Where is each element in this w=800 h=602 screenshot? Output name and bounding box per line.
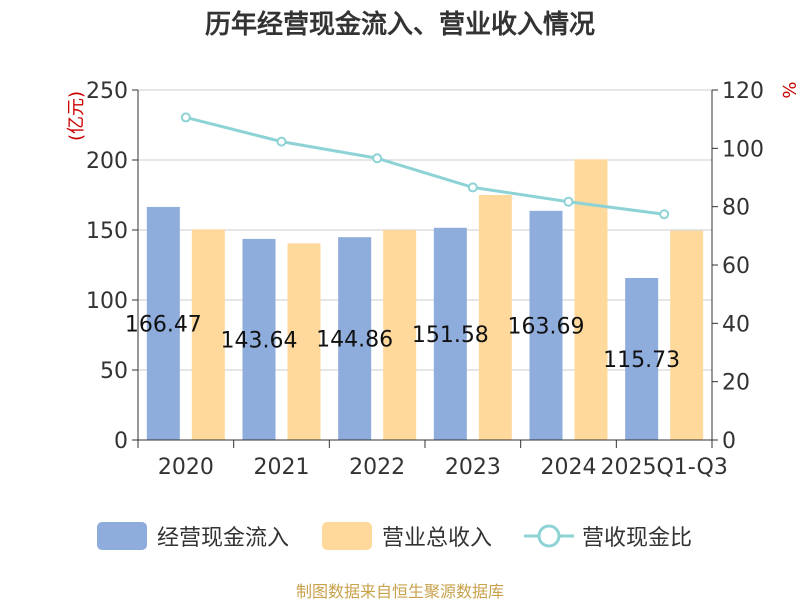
ratio-point <box>563 196 574 207</box>
data-label-cash-inflow: 151.58 <box>412 323 489 348</box>
bar-cash-inflow <box>146 206 180 440</box>
legend-swatch-revenue <box>322 522 372 550</box>
ratio-point <box>180 112 191 123</box>
y-right-tick-label: 120 <box>722 79 764 104</box>
legend-swatch-cash-inflow <box>97 522 147 550</box>
bar-cash-inflow <box>242 238 276 440</box>
bar-revenue <box>670 230 704 440</box>
legend-label-revenue: 营业总收入 <box>382 526 493 551</box>
axes: 0 50 100 150 200 250 0 20 40 60 80 100 120 2020 2021 20… <box>86 79 764 480</box>
legend-item-cash-inflow[interactable]: 经营现金流入 <box>97 516 289 556</box>
ratio-point <box>372 153 383 164</box>
bar-cash-inflow <box>625 277 659 440</box>
x-tick-label: 2021 <box>254 455 310 480</box>
chart-title: 历年经营现金流入、营业收入情况 <box>204 10 595 40</box>
y-axis-left-label: (亿元) <box>66 91 87 141</box>
data-label-cash-inflow: 144.86 <box>316 328 393 353</box>
x-tick-label: 2023 <box>445 455 501 480</box>
ratio-point <box>659 209 670 220</box>
x-tick-label: 2025Q1-Q3 <box>600 455 727 480</box>
data-label-cash-inflow: 163.69 <box>508 314 585 339</box>
ratio-point <box>467 182 478 193</box>
y-right-tick-label: 60 <box>722 254 750 279</box>
ratio-point <box>276 136 287 147</box>
y-left-tick-label: 100 <box>86 289 128 314</box>
legend-label-ratio: 营收现金比 <box>582 526 693 551</box>
legend-item-ratio[interactable]: 营收现金比 <box>524 516 692 556</box>
data-label-cash-inflow: 115.73 <box>603 348 680 373</box>
y-left-tick-label: 50 <box>100 359 128 384</box>
bar-cash-inflow <box>433 227 467 440</box>
grid-lines <box>138 89 712 371</box>
data-label-cash-inflow: 143.64 <box>221 328 298 353</box>
x-tick-label: 2022 <box>349 455 405 480</box>
bars <box>146 159 704 441</box>
bar-revenue <box>478 195 512 440</box>
y-left-tick-label: 250 <box>86 79 128 104</box>
y-right-tick-label: 20 <box>722 371 750 396</box>
y-axis-right-label: % <box>778 81 799 98</box>
legend: 经营现金流入 营业总收入 营收现金比 <box>0 516 800 556</box>
x-tick-label: 2024 <box>541 455 597 480</box>
bar-revenue <box>574 159 608 441</box>
bar-revenue <box>383 230 417 440</box>
bar-revenue <box>191 229 225 440</box>
bar-cash-inflow <box>338 237 372 440</box>
y-left-tick-label: 200 <box>86 149 128 174</box>
source-note: 制图数据来自恒生聚源数据库 <box>295 582 504 601</box>
data-label-cash-inflow: 166.47 <box>125 312 202 337</box>
y-right-tick-label: 40 <box>722 312 750 337</box>
y-right-tick-label: 0 <box>722 429 736 454</box>
bar-revenue <box>287 243 321 440</box>
legend-label-cash-inflow: 经营现金流入 <box>157 526 290 551</box>
y-right-tick-label: 100 <box>722 137 764 162</box>
bar-cash-inflow <box>529 210 563 440</box>
legend-line-icon <box>524 524 574 548</box>
ratio-line <box>185 115 665 216</box>
y-right-tick-label: 80 <box>722 196 750 221</box>
x-tick-label: 2020 <box>158 455 214 480</box>
y-left-tick-label: 0 <box>114 429 128 454</box>
legend-item-revenue[interactable]: 营业总收入 <box>322 516 492 556</box>
y-left-tick-label: 150 <box>86 219 128 244</box>
ratio-line-series <box>180 112 670 220</box>
